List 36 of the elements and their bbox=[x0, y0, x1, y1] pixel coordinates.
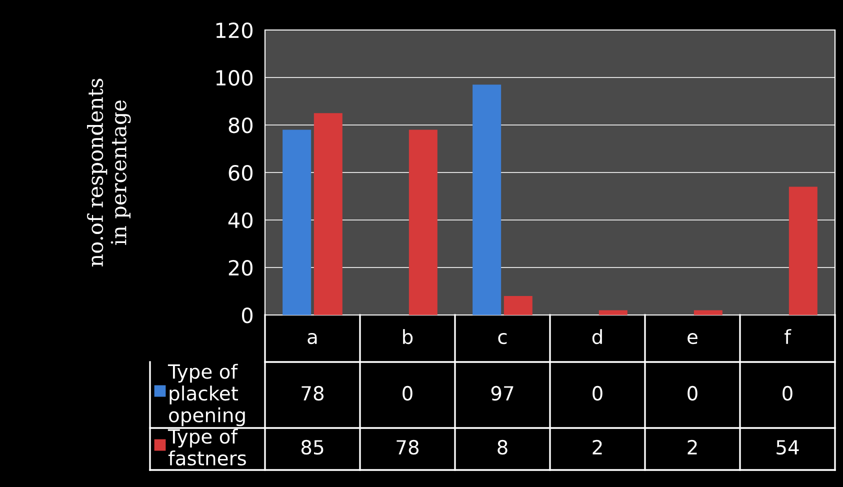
legend-label: Type of fastners bbox=[168, 428, 246, 466]
data-label: 0 bbox=[402, 386, 412, 401]
y-tick-label: 120 bbox=[216, 22, 253, 38]
x-tick-label: d bbox=[592, 329, 602, 344]
x-tick-label: e bbox=[688, 332, 698, 344]
y-axis-title: no.of respondents in percentage bbox=[87, 78, 131, 267]
y-tick-label: 100 bbox=[216, 70, 253, 86]
x-tick-label: a bbox=[308, 332, 317, 344]
x-tick-label: b bbox=[403, 329, 413, 344]
data-label: 0 bbox=[688, 386, 698, 401]
data-label: 78 bbox=[302, 386, 324, 401]
y-tick-label: 0 bbox=[242, 307, 253, 324]
y-tick-label: 60 bbox=[228, 164, 253, 181]
bar bbox=[694, 310, 722, 315]
y-tick-label: 40 bbox=[228, 212, 253, 228]
x-tick-label: c bbox=[498, 332, 507, 344]
legend-label: Type of placket opening bbox=[168, 364, 245, 426]
bar bbox=[472, 84, 502, 315]
bar bbox=[504, 296, 532, 315]
data-label: 54 bbox=[776, 440, 799, 455]
y-tick-label: 20 bbox=[228, 260, 253, 276]
data-label: 2 bbox=[592, 440, 602, 454]
data-label: 0 bbox=[592, 386, 602, 401]
data-label: 8 bbox=[498, 440, 508, 455]
data-label: 85 bbox=[301, 440, 324, 455]
bar bbox=[314, 113, 342, 315]
data-label: 97 bbox=[491, 386, 514, 401]
data-label: 2 bbox=[688, 440, 697, 454]
bar bbox=[788, 186, 818, 315]
x-tick-label: f bbox=[784, 329, 792, 344]
bar bbox=[598, 310, 628, 315]
data-label: 78 bbox=[396, 440, 419, 455]
bar bbox=[408, 130, 438, 315]
y-tick-label: 80 bbox=[228, 117, 253, 134]
bar bbox=[282, 130, 312, 315]
data-label: 0 bbox=[782, 386, 792, 401]
